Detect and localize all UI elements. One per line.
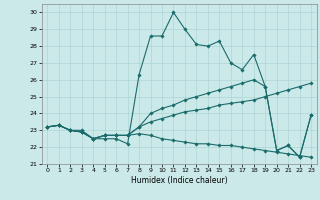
X-axis label: Humidex (Indice chaleur): Humidex (Indice chaleur) xyxy=(131,176,228,185)
